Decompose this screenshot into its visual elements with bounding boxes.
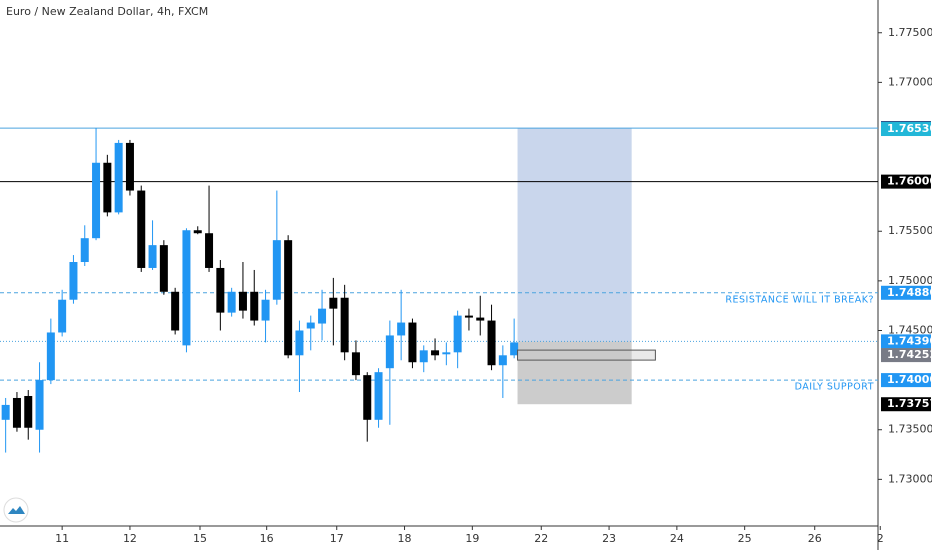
candle-body [171,291,180,331]
candle-body [318,308,327,324]
price-tag-label: 1.74880 [887,286,932,299]
price-tag [881,397,931,412]
price-tag [881,334,931,349]
price-tag [881,174,931,189]
candle-body [92,162,101,239]
candle-body [487,320,496,366]
annotation: RESISTANCE WILL IT BREAK? [725,294,874,305]
candle-body [137,190,146,268]
candle-body [510,342,519,356]
candle-body [125,142,134,191]
price-tag-label: 1.74390 [887,334,932,347]
x-tick-label: 11 [55,532,69,545]
candle-body [46,332,55,381]
candle-body [216,267,225,313]
price-tag-label: 1.76000 [887,175,932,188]
x-tick-label: 25 [738,532,752,545]
y-tick-label: 1.75500 [888,224,932,237]
price-tag [881,348,931,363]
logo-icon[interactable] [8,506,25,514]
candle-body [24,395,33,428]
x-tick-label: 18 [398,532,412,545]
candle-body [442,352,451,355]
x-tick-label: 24 [670,532,684,545]
candle-body [385,335,394,369]
candle-body [306,322,315,329]
candle-body [182,230,191,346]
price-tag-label: 1.73757 [887,397,932,410]
candle-body [351,352,360,376]
price-tag [881,122,931,137]
x-tick-label: 19 [465,532,479,545]
candle-body [114,142,123,213]
price-tag-label: 1.74000 [887,373,932,386]
candle-body [329,297,338,309]
x-tick-label: 12 [123,532,137,545]
candle-body [397,322,406,336]
y-tick-label: 1.77000 [888,75,932,88]
candle-body [261,299,270,321]
order-box [517,349,656,361]
candle-body [453,315,462,353]
candle-body [1,404,10,420]
logo-circle[interactable] [3,497,29,523]
x-tick-label: 2 [877,532,884,545]
candle-body [80,238,89,263]
x-tick-label: 26 [808,532,822,545]
candle-body [374,372,383,420]
candle-body [103,162,112,213]
candle-body [284,240,293,356]
candle-body [69,262,78,300]
y-tick-label: 1.75000 [888,274,932,287]
y-tick-label: 1.73500 [888,423,932,436]
candle-body [12,397,21,428]
candle-body [363,375,372,420]
y-tick-label: 1.77500 [888,26,932,39]
candle-body [58,299,67,333]
candle-body [464,315,473,318]
candle-body [250,291,259,321]
candle-body [498,355,507,366]
candle-body [295,330,304,356]
price-tag [881,285,931,300]
candle-body [238,291,247,311]
price-tag-label: 1.76530 [887,122,932,135]
x-tick-label: 17 [330,532,344,545]
stop-zone [517,341,632,405]
candle-body [431,350,440,356]
candle-body [408,322,417,363]
annotation: DAILY SUPPORT [795,382,874,393]
candle-body [227,291,236,313]
price-tag [881,373,931,388]
x-tick-label: 15 [193,532,207,545]
candle-body [35,380,44,430]
candle-body [340,297,349,353]
x-tick-label: 16 [260,532,274,545]
candle-body [476,317,485,321]
x-tick-label: 22 [534,532,548,545]
chart-title: Euro / New Zealand Dollar, 4h, FXCM [6,5,208,18]
price-tag-label: 1.74252 [887,348,932,361]
candle-body [159,245,168,292]
y-tick-label: 1.73000 [888,472,932,485]
logo[interactable] [3,497,29,523]
candle-body [148,245,157,268]
candle-body [193,230,202,234]
candle-body [205,233,214,268]
y-tick-label: 1.74500 [888,323,932,336]
candle-body [272,240,281,300]
x-tick-label: 23 [602,532,616,545]
candle-body [419,350,428,363]
target-zone [517,128,632,342]
